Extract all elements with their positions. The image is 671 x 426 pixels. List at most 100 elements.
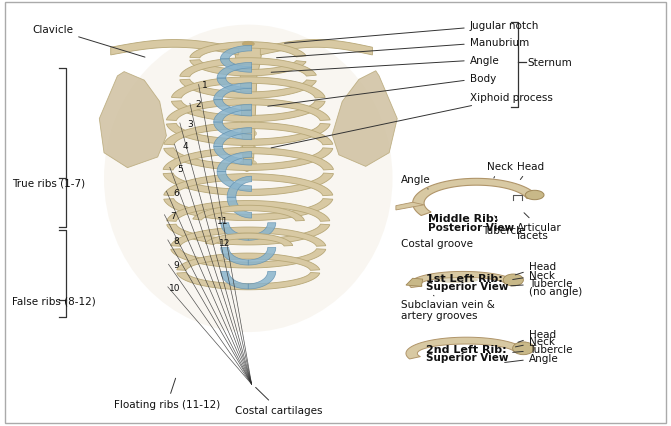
Text: Angle: Angle [271, 55, 499, 73]
Polygon shape [164, 199, 333, 221]
Ellipse shape [242, 42, 254, 47]
Text: Costal groove: Costal groove [401, 239, 473, 249]
Polygon shape [217, 152, 252, 172]
Polygon shape [171, 78, 325, 99]
Polygon shape [164, 174, 333, 196]
Polygon shape [406, 337, 526, 359]
Polygon shape [221, 248, 248, 265]
Polygon shape [163, 174, 333, 196]
Polygon shape [409, 272, 517, 288]
Text: Clavicle: Clavicle [32, 25, 145, 58]
Text: Articular: Articular [517, 213, 562, 233]
Ellipse shape [240, 71, 257, 78]
Text: Neck: Neck [513, 270, 555, 280]
Polygon shape [170, 249, 326, 268]
Text: Tubercle: Tubercle [511, 279, 572, 289]
Polygon shape [193, 206, 305, 222]
Ellipse shape [513, 342, 534, 355]
Text: Tubercle: Tubercle [513, 344, 572, 354]
Polygon shape [166, 225, 330, 245]
Text: 10: 10 [168, 283, 180, 292]
Text: 5: 5 [177, 164, 183, 173]
Polygon shape [111, 40, 238, 56]
Polygon shape [213, 123, 252, 141]
Text: Angle: Angle [401, 175, 431, 190]
Ellipse shape [240, 130, 257, 138]
Polygon shape [413, 179, 538, 216]
Polygon shape [176, 273, 320, 290]
Polygon shape [163, 148, 333, 170]
Polygon shape [99, 72, 166, 168]
Text: Sternum: Sternum [527, 58, 572, 68]
Polygon shape [164, 149, 333, 171]
Polygon shape [171, 101, 325, 122]
Polygon shape [190, 60, 306, 77]
Text: 1: 1 [203, 81, 208, 90]
Polygon shape [164, 123, 333, 145]
Polygon shape [240, 73, 257, 158]
Polygon shape [217, 63, 252, 79]
Polygon shape [180, 59, 317, 78]
Text: Posterior View: Posterior View [428, 222, 514, 233]
Polygon shape [234, 47, 263, 72]
Polygon shape [332, 72, 397, 167]
Text: Neck: Neck [515, 337, 555, 347]
Polygon shape [248, 223, 276, 241]
Polygon shape [227, 177, 252, 198]
Text: 7: 7 [170, 211, 176, 220]
Text: 9: 9 [173, 260, 178, 270]
Polygon shape [213, 83, 252, 100]
Text: 4: 4 [183, 141, 188, 150]
Text: False ribs (8-12): False ribs (8-12) [12, 295, 96, 305]
Text: Subclavian vein &
artery grooves: Subclavian vein & artery grooves [401, 296, 495, 320]
Text: Angle: Angle [505, 353, 558, 363]
Polygon shape [213, 128, 252, 147]
Text: 3: 3 [188, 120, 193, 129]
Text: Superior View: Superior View [426, 282, 509, 292]
Polygon shape [406, 279, 423, 287]
Polygon shape [220, 46, 252, 60]
Text: True ribs (1-7): True ribs (1-7) [12, 178, 85, 188]
Text: (no angle): (no angle) [529, 286, 582, 296]
Text: 2nd Left Rib:: 2nd Left Rib: [426, 344, 507, 354]
Polygon shape [227, 198, 252, 219]
Ellipse shape [240, 56, 257, 63]
Polygon shape [248, 272, 276, 289]
Ellipse shape [240, 160, 257, 168]
Text: 1st Left Rib:: 1st Left Rib: [426, 273, 503, 284]
Text: facets: facets [517, 230, 549, 240]
Ellipse shape [104, 26, 393, 332]
Text: Head: Head [517, 162, 544, 180]
Polygon shape [217, 79, 252, 94]
Text: Head: Head [518, 329, 556, 343]
Polygon shape [213, 100, 252, 117]
Text: Superior View: Superior View [426, 352, 509, 363]
Polygon shape [260, 40, 372, 56]
Text: 11: 11 [217, 216, 229, 225]
Polygon shape [396, 203, 424, 210]
Polygon shape [243, 158, 254, 172]
Polygon shape [213, 147, 252, 166]
Polygon shape [221, 272, 248, 289]
Ellipse shape [435, 277, 478, 283]
Polygon shape [166, 124, 330, 146]
Ellipse shape [240, 115, 257, 123]
Polygon shape [205, 234, 293, 246]
Ellipse shape [503, 274, 523, 286]
Text: Manubrium: Manubrium [276, 37, 529, 59]
Polygon shape [213, 105, 252, 123]
Polygon shape [190, 43, 306, 59]
Polygon shape [220, 60, 252, 73]
Polygon shape [166, 201, 330, 222]
Text: 8: 8 [173, 236, 178, 245]
Text: 6: 6 [173, 188, 178, 197]
Polygon shape [170, 227, 326, 247]
Text: Neck: Neck [487, 162, 513, 178]
Polygon shape [248, 248, 276, 265]
Text: 12: 12 [219, 238, 230, 248]
Text: Body: Body [268, 74, 496, 107]
Polygon shape [176, 253, 320, 271]
Text: Xiphoid process: Xiphoid process [271, 93, 553, 149]
Polygon shape [180, 80, 317, 99]
Ellipse shape [240, 86, 257, 93]
